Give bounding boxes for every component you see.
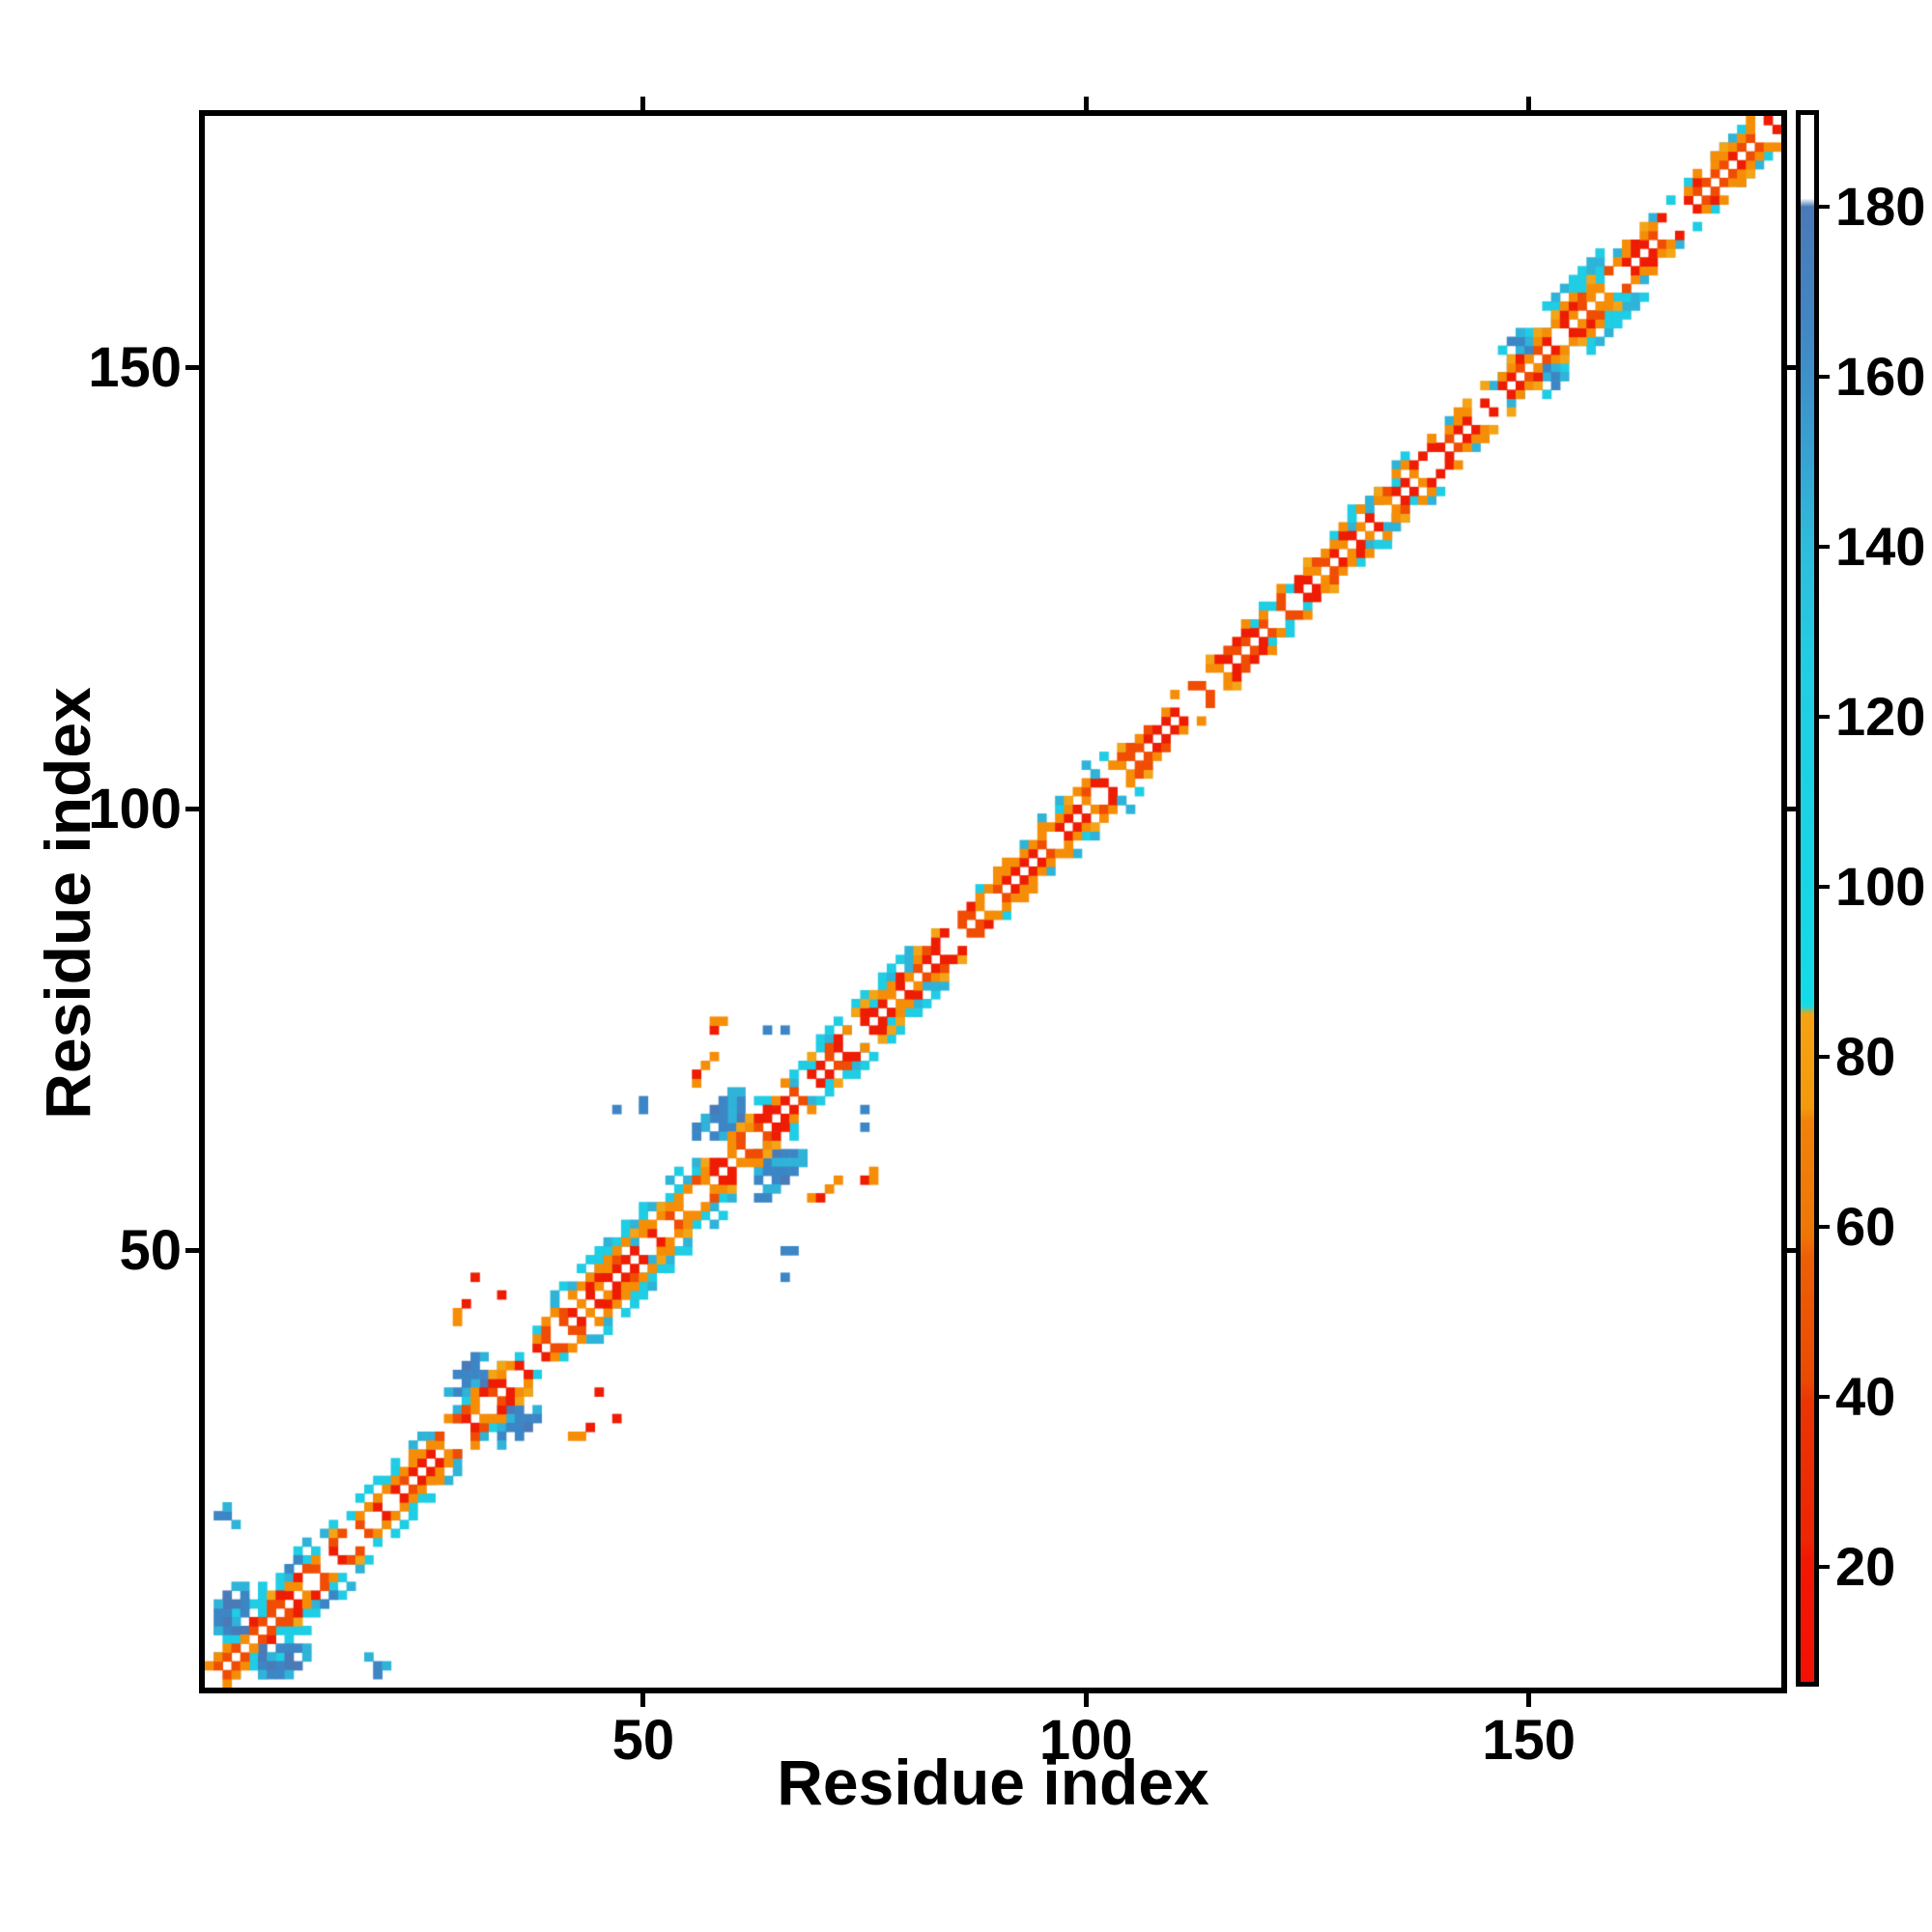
y-tick-mark <box>185 1248 199 1254</box>
colorbar-tick-label: 100 <box>1835 856 1926 917</box>
x-tick-mark <box>1083 1693 1089 1707</box>
colorbar-gradient <box>1801 115 1814 1682</box>
colorbar-tick-label: 120 <box>1835 686 1926 747</box>
x-tick-label: 150 <box>1482 1709 1577 1772</box>
colorbar-tick-label: 20 <box>1835 1536 1896 1597</box>
x-axis-label: Residue index <box>777 1747 1209 1818</box>
colorbar-tick-mark <box>1819 375 1830 379</box>
colorbar-tick-mark <box>1819 1395 1830 1399</box>
y-tick-mark-right <box>1787 807 1801 812</box>
colorbar-tick-label: 80 <box>1835 1026 1896 1087</box>
colorbar-tick-mark <box>1819 885 1830 889</box>
colorbar-tick-mark <box>1819 545 1830 549</box>
colorbar-tick-mark <box>1819 1055 1830 1059</box>
plot-area <box>199 110 1787 1693</box>
colorbar-tick-mark <box>1819 1565 1830 1569</box>
x-tick-mark-top <box>1526 97 1532 110</box>
colorbar-tick-mark <box>1819 205 1830 209</box>
y-tick-mark-right <box>1787 1248 1801 1254</box>
colorbar <box>1796 110 1819 1687</box>
contact-map-canvas <box>205 116 1781 1688</box>
y-tick-label: 50 <box>119 1218 182 1282</box>
x-tick-label: 100 <box>1038 1709 1133 1772</box>
colorbar-tick-label: 140 <box>1835 516 1926 577</box>
y-tick-mark <box>185 365 199 370</box>
x-tick-mark <box>1526 1693 1532 1707</box>
colorbar-tick-mark <box>1819 1225 1830 1229</box>
y-tick-mark-right <box>1787 365 1801 370</box>
y-tick-label: 100 <box>88 777 182 840</box>
colorbar-tick-label: 40 <box>1835 1366 1896 1427</box>
colorbar-tick-label: 180 <box>1835 176 1926 237</box>
x-tick-mark <box>640 1693 646 1707</box>
x-tick-label: 50 <box>611 1709 675 1772</box>
x-tick-mark-top <box>1083 97 1089 110</box>
y-tick-mark <box>185 807 199 812</box>
colorbar-tick-label: 60 <box>1835 1196 1896 1257</box>
colorbar-tick-mark <box>1819 715 1830 719</box>
x-tick-mark-top <box>640 97 646 110</box>
colorbar-tick-label: 160 <box>1835 346 1926 407</box>
y-tick-label: 150 <box>88 335 182 399</box>
